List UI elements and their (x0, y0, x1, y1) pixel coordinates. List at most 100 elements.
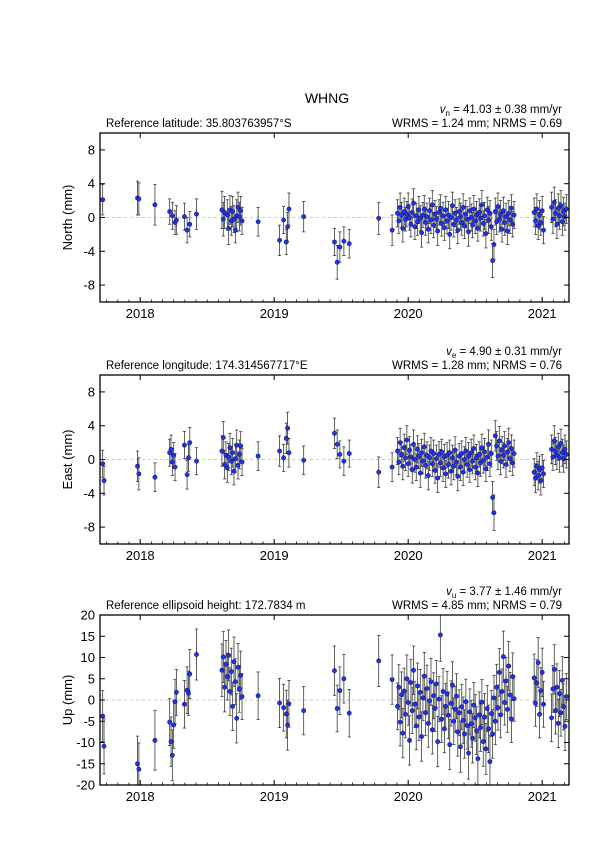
data-point (443, 207, 449, 213)
data-point (463, 699, 469, 705)
data-point (432, 706, 438, 711)
data-point (187, 671, 193, 677)
data-point (228, 458, 234, 464)
y-tick-label: -8 (83, 520, 95, 535)
data-point (436, 696, 442, 702)
x-tick-label: 2018 (126, 789, 155, 804)
data-point (450, 682, 455, 688)
data-point (187, 440, 193, 445)
data-point (451, 718, 457, 724)
data-point (558, 441, 564, 446)
panel-north: -8 -4 0 4 8 2018 2019 2020 2021 North (mm) Referen… (60, 104, 570, 321)
data-point (285, 722, 290, 728)
data-point (480, 221, 486, 226)
data-point (559, 219, 565, 225)
data-point (239, 694, 245, 699)
data-point (472, 715, 478, 721)
data-point (136, 766, 142, 772)
data-point (167, 209, 173, 214)
data-point (389, 227, 395, 233)
data-point (468, 721, 474, 727)
data-point (135, 761, 140, 767)
data-point (389, 464, 395, 470)
data-point (425, 720, 431, 726)
data-point (448, 701, 454, 706)
data-point (411, 441, 416, 447)
data-point (535, 473, 541, 478)
data-point (409, 708, 415, 714)
data-point (531, 210, 537, 215)
data-point (277, 237, 282, 243)
data-point (483, 231, 489, 236)
data-point (498, 712, 504, 718)
data-point (417, 689, 423, 695)
data-point (488, 224, 494, 230)
data-point (511, 696, 517, 702)
data-point (416, 453, 422, 459)
data-point (549, 446, 554, 452)
data-point (554, 221, 560, 227)
data-point (462, 457, 467, 462)
data-point (235, 463, 241, 468)
y-tick-label: -8 (83, 278, 95, 293)
data-point (429, 202, 435, 208)
data-point (255, 219, 261, 225)
data-point (395, 210, 400, 216)
data-point (495, 453, 501, 459)
data-point (431, 451, 437, 456)
data-point (168, 739, 174, 745)
data-point (399, 212, 404, 218)
data-point (541, 227, 546, 233)
velocity-label: vu = 3.77 ± 1.46 mm/yr (446, 586, 562, 600)
data-point (490, 495, 496, 500)
data-point (420, 212, 426, 218)
data-point (173, 689, 179, 695)
data-point (491, 510, 497, 516)
data-point (172, 464, 178, 470)
data-point (551, 667, 557, 672)
data-point (537, 212, 542, 218)
data-point (413, 723, 419, 729)
data-point (433, 681, 439, 687)
data-point (403, 455, 408, 461)
data-point (550, 686, 556, 692)
data-point (492, 718, 498, 724)
data-point (435, 475, 441, 481)
data-point (408, 680, 414, 685)
data-point (100, 197, 106, 203)
data-point (413, 464, 419, 470)
data-point (439, 449, 445, 455)
data-point (396, 684, 402, 690)
data-point (401, 688, 407, 694)
data-point (460, 204, 466, 210)
data-point (224, 674, 230, 680)
velocity-symbol: v (440, 104, 447, 116)
data-point (553, 448, 558, 454)
data-point (332, 430, 337, 436)
data-point (376, 658, 382, 664)
data-point (182, 442, 187, 448)
data-point (492, 209, 498, 214)
data-point (405, 204, 411, 209)
data-point (533, 701, 538, 706)
data-point (341, 238, 347, 244)
data-point (152, 737, 158, 743)
data-point (500, 654, 506, 660)
data-point (436, 210, 442, 215)
data-point (562, 446, 568, 452)
velocity-subscript: u (452, 591, 456, 600)
data-point (301, 214, 307, 220)
data-point (423, 463, 429, 468)
y-tick-label: -15 (76, 756, 95, 771)
data-point (101, 478, 107, 484)
data-point (415, 683, 420, 689)
data-point (458, 744, 463, 750)
data-point (439, 221, 445, 226)
data-point (337, 688, 343, 694)
y-tick-label: 0 (88, 693, 95, 708)
data-point (454, 217, 459, 223)
data-point (231, 659, 237, 665)
data-point (236, 214, 242, 220)
data-point (231, 468, 237, 474)
data-point (228, 669, 234, 674)
